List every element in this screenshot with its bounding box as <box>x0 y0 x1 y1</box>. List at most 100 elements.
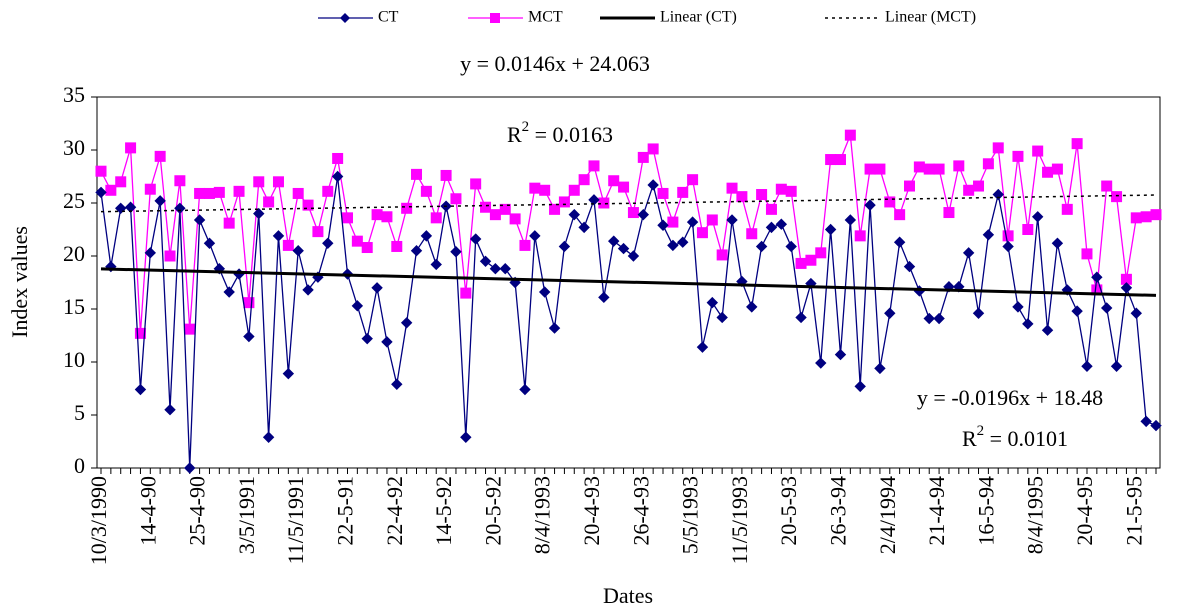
r-squared: R2 = 0.0101 <box>962 423 1068 451</box>
mct-marker <box>913 161 925 173</box>
mct-marker <box>115 176 127 188</box>
x-tick-label: 14-4-90 <box>135 476 160 546</box>
mct-marker <box>203 187 215 199</box>
ct-marker <box>598 291 610 304</box>
mct-marker <box>904 180 916 192</box>
ct-marker <box>765 221 778 234</box>
ct-marker <box>617 242 630 255</box>
ct-marker <box>1140 415 1152 428</box>
mct-marker <box>805 254 817 266</box>
ct-marker <box>203 237 216 249</box>
mct-marker <box>361 242 373 254</box>
ct-marker <box>1002 240 1014 253</box>
r-symbol: R <box>507 122 522 147</box>
mct-marker <box>1032 145 1044 157</box>
mct-marker <box>854 230 866 242</box>
mct-marker <box>657 187 669 199</box>
ct-marker <box>115 202 127 215</box>
mct-marker <box>341 212 353 224</box>
mct-marker <box>687 174 699 186</box>
x-tick-label: 10/3/1990 <box>86 476 111 565</box>
mct-marker <box>549 203 561 215</box>
ct-marker <box>361 332 373 345</box>
ct-marker <box>588 194 600 206</box>
ct-marker <box>755 240 768 253</box>
mct-marker <box>411 168 423 180</box>
mct-marker <box>992 142 1004 154</box>
ct-marker <box>726 214 738 226</box>
ct-marker <box>844 214 857 226</box>
y-tick-label: 25 <box>63 188 85 213</box>
mct-marker <box>706 214 718 226</box>
mct-marker <box>667 216 679 228</box>
ct-marker <box>391 378 403 390</box>
ct-marker <box>538 286 551 298</box>
mct-marker <box>1061 203 1073 215</box>
trendline <box>100 194 1157 213</box>
ct-marker <box>184 462 196 474</box>
ct-marker <box>331 170 344 183</box>
ct-marker <box>519 383 531 396</box>
y-tick-label: 10 <box>63 347 85 372</box>
mct-marker <box>1081 248 1093 260</box>
ct-marker <box>420 230 433 242</box>
ct-marker <box>824 223 837 236</box>
mct-marker <box>105 184 117 196</box>
mct-marker <box>539 184 551 196</box>
x-tick-label: 21-5-95 <box>1121 476 1146 546</box>
mct-marker <box>588 160 600 172</box>
y-tick-label: 15 <box>63 294 85 319</box>
mct-marker <box>1042 166 1054 178</box>
ct-marker <box>716 311 728 324</box>
x-tick-label: 14-5-92 <box>431 476 456 546</box>
r-exponent: 2 <box>522 119 530 135</box>
mct-marker <box>312 226 324 238</box>
mct-marker <box>558 196 570 208</box>
ct-marker <box>253 207 265 220</box>
mct-marker <box>450 193 462 205</box>
ct-marker <box>677 236 689 248</box>
ct-marker <box>785 240 797 253</box>
x-tick-label: 8/4/1995 <box>1023 476 1048 554</box>
mct-marker <box>154 150 166 162</box>
mct-marker <box>480 201 492 213</box>
y-tick-label: 5 <box>74 400 85 425</box>
r-exponent: 2 <box>977 423 985 439</box>
y-tick-label: 20 <box>63 241 85 266</box>
mct-marker <box>332 152 344 164</box>
legend-label: MCT <box>528 9 563 26</box>
ct-marker <box>1130 307 1142 319</box>
ct-marker <box>371 282 383 294</box>
r-value: = 0.0163 <box>529 122 613 147</box>
mct-marker <box>1071 138 1083 150</box>
mct-marker <box>884 196 896 208</box>
mct-marker <box>844 129 856 141</box>
mct-marker <box>292 187 304 199</box>
x-tick-label: 2/4/1994 <box>875 476 900 554</box>
mct-marker <box>174 175 186 187</box>
x-tick-label: 3/5/1991 <box>234 476 259 554</box>
x-tick-label: 11/5/1991 <box>283 476 308 564</box>
ct-marker <box>933 312 945 325</box>
mct-marker <box>1012 150 1024 162</box>
mct-marker <box>529 182 541 194</box>
ct-marker <box>815 357 827 369</box>
legend-label: CT <box>378 9 399 26</box>
ct-marker <box>381 336 393 348</box>
plot-frame <box>96 96 1161 469</box>
x-tick-label: 20-4-95 <box>1072 476 1097 546</box>
series-line <box>100 176 1157 469</box>
ct-marker <box>972 307 985 319</box>
ct-marker <box>529 230 541 242</box>
mct-marker <box>726 182 738 194</box>
ct-marker <box>608 235 620 247</box>
ct-marker <box>903 260 916 273</box>
x-tick-label: 26-4-93 <box>628 476 653 546</box>
legend-label: Linear (CT) <box>660 9 737 26</box>
r-squared: R2 = 0.0163 <box>507 119 613 147</box>
mct-marker <box>253 176 265 188</box>
ct-marker <box>469 233 482 245</box>
ct-marker <box>302 284 314 296</box>
mct-marker <box>302 199 314 211</box>
mct-marker <box>894 209 906 221</box>
